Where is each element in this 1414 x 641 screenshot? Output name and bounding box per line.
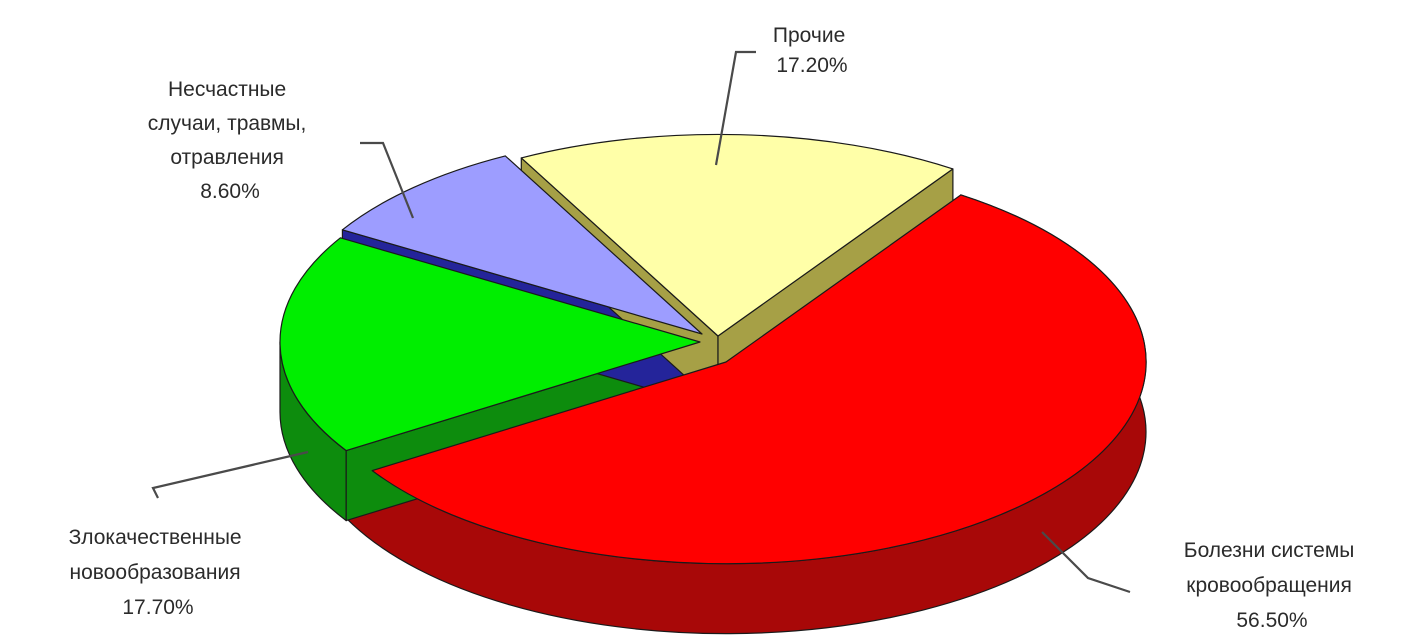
label-other: Прочие 17.20% <box>773 24 851 77</box>
leader-line-circulatory <box>1041 531 1131 594</box>
slice-circulatory <box>371 194 1147 565</box>
label-circulatory: Болезни системы кровообращения 56.50% <box>1184 539 1360 632</box>
slice-neoplasms <box>279 237 701 452</box>
leader-line-neoplasms <box>151 450 309 499</box>
label-accidents: Несчастные случаи, травмы, отравления 8.… <box>148 78 312 203</box>
slice-other <box>520 133 954 337</box>
leader-line-accidents <box>360 141 415 219</box>
slice-accidents <box>341 155 703 335</box>
leader-line-other <box>714 50 756 166</box>
label-neoplasms: Злокачественные новообразования 17.70% <box>69 526 248 619</box>
